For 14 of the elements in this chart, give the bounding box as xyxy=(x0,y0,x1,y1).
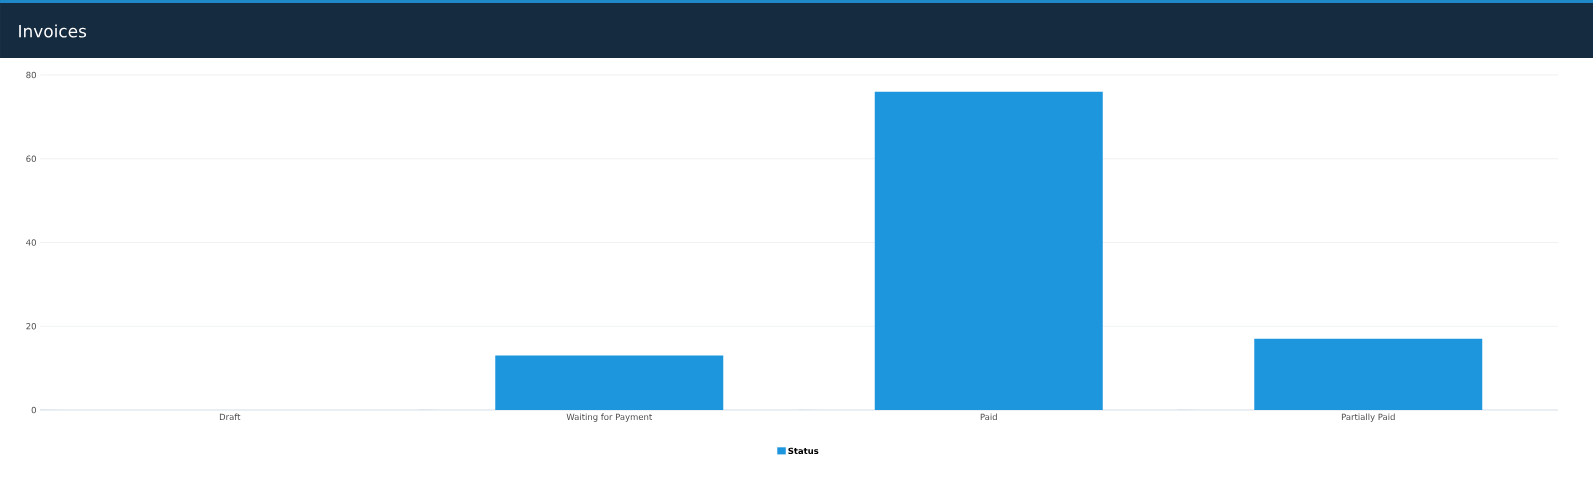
y-tick-label: 80 xyxy=(26,71,36,79)
x-tick-label: Draft xyxy=(219,413,241,421)
bar xyxy=(1254,338,1483,410)
y-tick-label: 0 xyxy=(31,406,36,414)
x-tick-label: Waiting for Payment xyxy=(566,413,653,422)
bar xyxy=(874,91,1103,410)
y-tick-label: 40 xyxy=(26,239,36,246)
x-tick-label: Partially Paid xyxy=(1341,413,1395,422)
bar xyxy=(495,355,724,410)
y-tick-label: 60 xyxy=(26,155,36,162)
chart-title: Invoices xyxy=(19,24,87,38)
x-tick-label: Paid xyxy=(980,413,997,421)
y-tick-label: 20 xyxy=(26,323,36,330)
legend-label: Status xyxy=(788,447,819,455)
